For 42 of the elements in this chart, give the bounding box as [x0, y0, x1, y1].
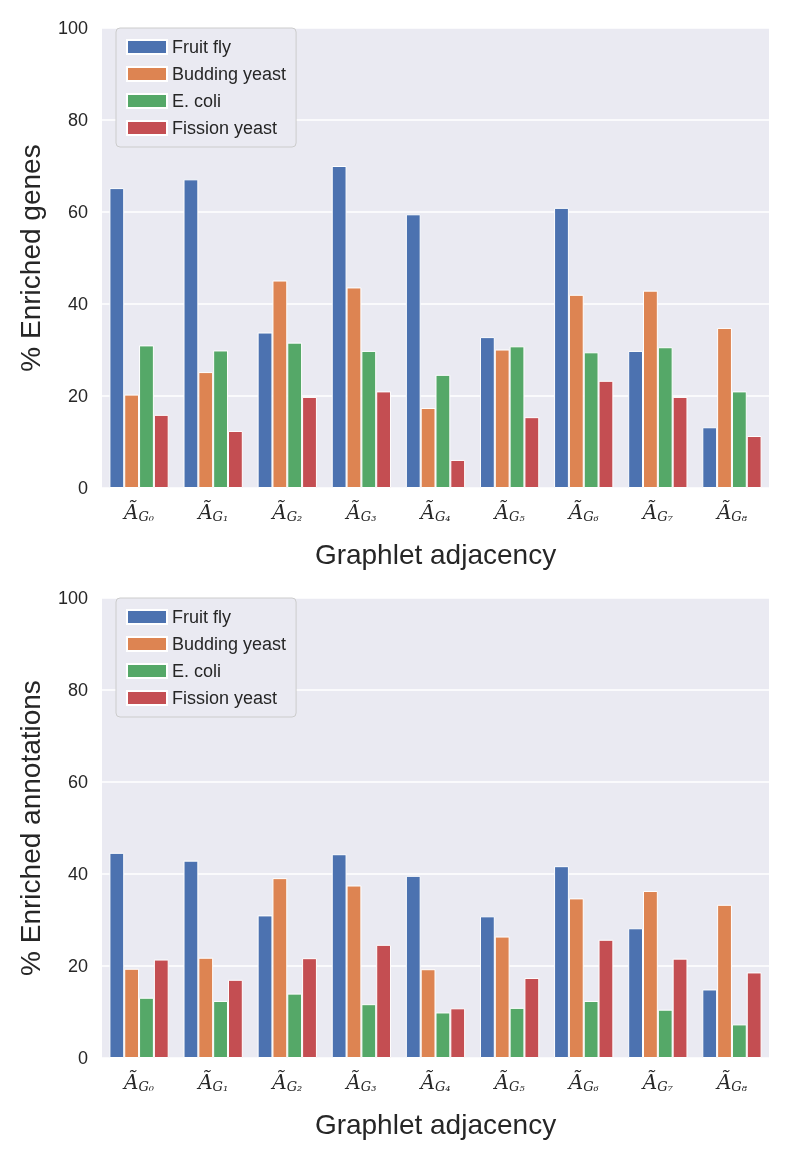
x-tick-label: ÃG₄ — [418, 1069, 451, 1094]
y-tick-label: 100 — [57, 18, 88, 38]
y-tick-label: 40 — [67, 294, 88, 314]
legend-label: Fission yeast — [172, 118, 278, 138]
x-tick-label: ÃG₅ — [492, 499, 526, 524]
y-tick-label: 20 — [67, 956, 88, 976]
x-tick-label: ÃG₆ — [566, 499, 599, 524]
x-tick-label: ÃG₈ — [714, 1069, 748, 1094]
legend-label: E. coli — [172, 91, 222, 111]
y-tick-label: 0 — [77, 478, 88, 498]
x-tick-label: ÃG₃ — [344, 1069, 377, 1094]
legend-label: Fruit fly — [172, 607, 232, 627]
y-tick-label: 40 — [67, 864, 88, 884]
x-tick-label: ÃG₀ — [122, 1069, 155, 1094]
y-tick-label: 100 — [57, 588, 88, 608]
x-tick-label: ÃG₀ — [122, 499, 155, 524]
x-tick-label: ÃG₁ — [196, 1069, 229, 1094]
x-tick-label: ÃG₅ — [492, 1069, 526, 1094]
y-tick-label: 60 — [67, 202, 88, 222]
x-tick-label: ÃG₂ — [270, 499, 303, 524]
x-tick-label: ÃG₇ — [640, 499, 674, 524]
legend-label: Budding yeast — [172, 634, 287, 654]
x-tick-label: ÃG₆ — [566, 1069, 599, 1094]
x-axis-title: Graphlet adjacency — [314, 538, 557, 570]
y-tick-label: 80 — [67, 680, 88, 700]
x-tick-label: ÃG₁ — [196, 499, 229, 524]
y-tick-label: 0 — [77, 1048, 88, 1068]
y-tick-label: 20 — [67, 386, 88, 406]
x-tick-label: ÃG₄ — [418, 499, 451, 524]
x-tick-label: ÃG₇ — [640, 1069, 674, 1094]
y-tick-label: 80 — [67, 110, 88, 130]
x-tick-label: ÃG₂ — [270, 1069, 303, 1094]
legend-label: E. coli — [172, 661, 222, 681]
y-axis-title: % Enriched genes — [14, 144, 46, 372]
legend-label: Fruit fly — [172, 37, 232, 57]
legend-label: Fission yeast — [172, 688, 278, 708]
x-tick-label: ÃG₃ — [344, 499, 377, 524]
y-tick-label: 60 — [67, 772, 88, 792]
x-axis-title: Graphlet adjacency — [314, 1108, 557, 1140]
y-axis-title: % Enriched annotations — [14, 680, 46, 976]
x-tick-label: ÃG₈ — [714, 499, 748, 524]
legend-label: Budding yeast — [172, 64, 287, 84]
